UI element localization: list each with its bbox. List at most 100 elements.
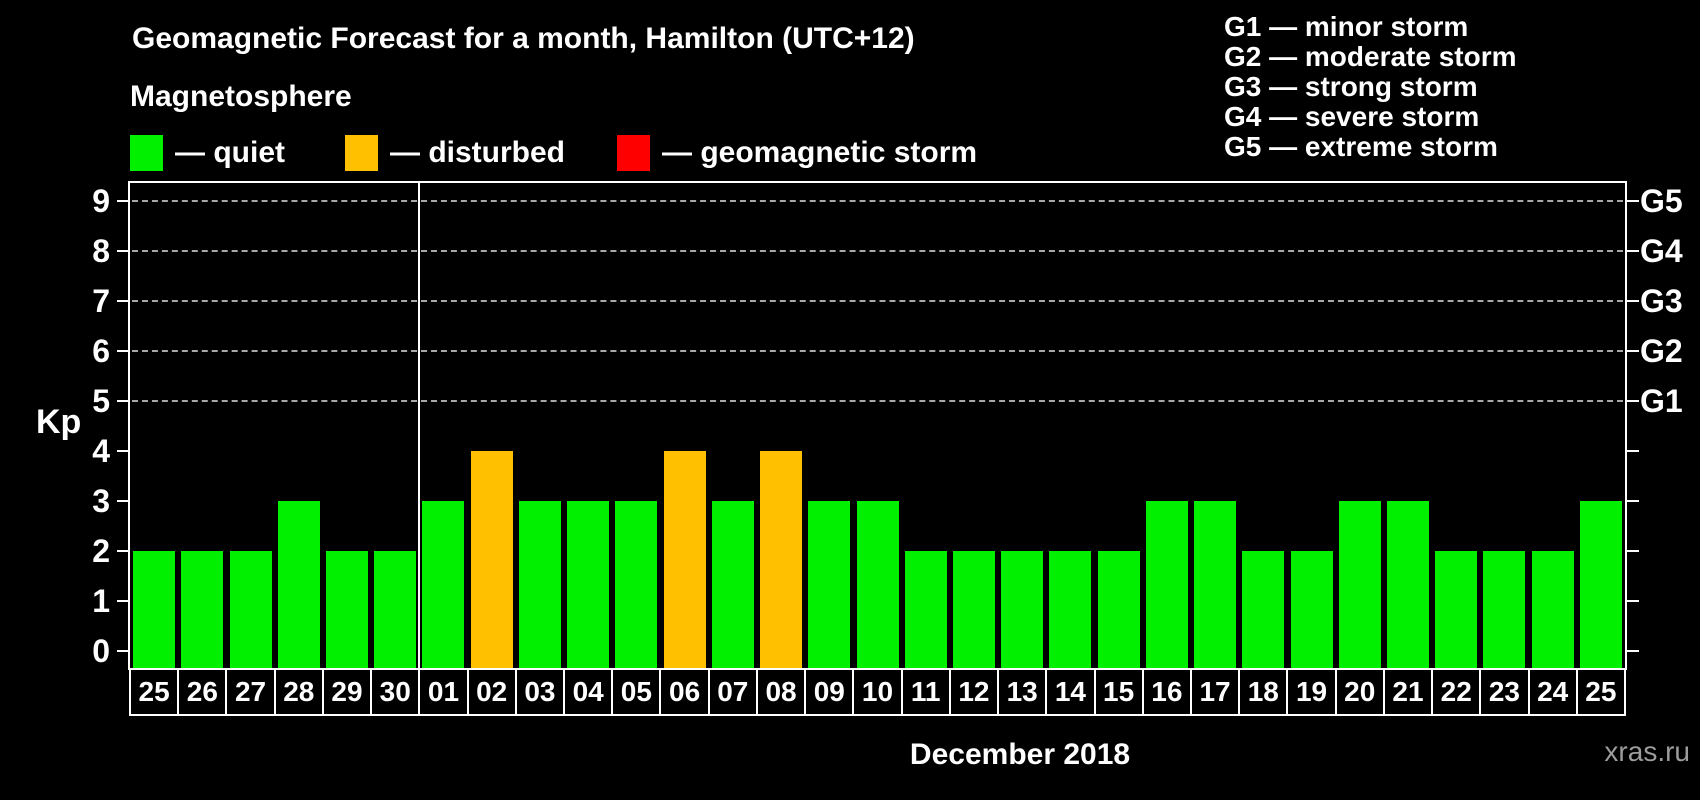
- y-axis-tick: [117, 350, 130, 352]
- day-label-16: 11: [900, 668, 951, 716]
- y-tick-label-7: 7: [92, 283, 110, 319]
- right-axis-tick: [1626, 500, 1639, 502]
- y-tick-label-1: 1: [92, 583, 110, 619]
- day-label-8: 03: [514, 668, 566, 716]
- g-legend-line-g2: G2 — moderate storm: [1224, 41, 1517, 72]
- y-axis-tick: [117, 250, 130, 252]
- kp-bar-day-22: [1435, 551, 1478, 668]
- g-scale-label-g4: G4: [1640, 233, 1683, 269]
- day-label-10: 05: [611, 668, 662, 716]
- g-legend-line-g4: G4 — severe storm: [1224, 101, 1480, 132]
- kp-bar-day-26: [181, 551, 224, 668]
- day-label-1: 26: [177, 668, 228, 716]
- day-label-25: 20: [1334, 668, 1385, 716]
- y-axis-tick: [117, 600, 130, 602]
- g-legend-line-g5: G5 — extreme storm: [1224, 131, 1498, 162]
- right-axis-tick: [1626, 250, 1639, 252]
- kp-bar-day-25: [133, 551, 176, 668]
- y-tick-label-8: 8: [92, 233, 110, 269]
- kp-bar-day-21: [1386, 501, 1429, 668]
- kp-bar-day-29: [326, 551, 369, 668]
- day-label-11: 06: [659, 668, 710, 716]
- kp-bar-day-13: [1001, 551, 1044, 668]
- kp-bar-day-28: [277, 501, 320, 668]
- kp-bar-day-01: [422, 501, 465, 668]
- day-label-0: 25: [129, 668, 180, 716]
- kp-bar-day-30: [374, 551, 417, 668]
- gridline-kp6: [132, 350, 1623, 352]
- kp-bar-day-09: [808, 501, 851, 668]
- day-label-26: 21: [1382, 668, 1434, 716]
- day-label-2: 27: [225, 668, 276, 716]
- kp-bar-day-11: [904, 551, 947, 668]
- magnetosphere-label: Magnetosphere: [130, 80, 352, 113]
- kp-bar-day-05: [615, 501, 658, 668]
- right-axis-tick: [1626, 550, 1639, 552]
- y-axis-tick: [117, 300, 130, 302]
- legend-label-storm: — geomagnetic storm: [662, 136, 978, 169]
- gridline-kp8: [132, 250, 1623, 252]
- kp-bar-day-12: [952, 551, 995, 668]
- y-axis-title: Kp: [36, 403, 82, 441]
- storm-color-swatch: [617, 135, 650, 171]
- day-label-28: 23: [1479, 668, 1530, 716]
- y-axis-tick: [117, 450, 130, 452]
- month-divider-line: [418, 183, 421, 668]
- gridline-kp7: [132, 300, 1623, 302]
- day-label-17: 12: [948, 668, 1000, 716]
- legend-label-quiet: — quiet: [175, 136, 285, 169]
- day-label-12: 07: [707, 668, 758, 716]
- y-axis-tick: [117, 400, 130, 402]
- kp-bar-day-07: [711, 501, 754, 668]
- y-axis-tick: [117, 200, 130, 202]
- kp-bar-day-08: [760, 451, 803, 668]
- day-label-29: 24: [1527, 668, 1578, 716]
- day-label-23: 18: [1238, 668, 1289, 716]
- g-scale-legend: G1 — minor storm G2 — moderate storm G3 …: [1224, 12, 1517, 162]
- day-label-24: 19: [1286, 668, 1337, 716]
- right-axis-tick: [1626, 600, 1639, 602]
- g-scale-label-g5: G5: [1640, 183, 1683, 219]
- day-label-3: 28: [273, 668, 324, 716]
- y-tick-label-0: 0: [92, 633, 110, 669]
- day-label-20: 15: [1093, 668, 1144, 716]
- day-label-4: 29: [321, 668, 373, 716]
- right-axis-tick: [1626, 450, 1639, 452]
- kp-bar-day-03: [518, 501, 561, 668]
- g-legend-line-g3: G3 — strong storm: [1224, 71, 1478, 102]
- kp-bar-day-16: [1145, 501, 1188, 668]
- day-label-18: 13: [997, 668, 1048, 716]
- kp-bar-day-02: [470, 451, 513, 668]
- y-tick-label-3: 3: [92, 483, 110, 519]
- gridline-kp5: [132, 400, 1623, 402]
- kp-bar-day-25: [1579, 501, 1622, 668]
- chart-title: Geomagnetic Forecast for a month, Hamilt…: [132, 22, 915, 55]
- y-tick-label-2: 2: [92, 533, 110, 569]
- day-label-22: 17: [1189, 668, 1241, 716]
- day-label-14: 09: [804, 668, 855, 716]
- kp-bar-day-19: [1290, 551, 1333, 668]
- legend-label-disturbed: — disturbed: [390, 136, 566, 169]
- legend-item-quiet: — quiet: [130, 135, 285, 171]
- kp-bar-day-14: [1049, 551, 1092, 668]
- day-label-7: 02: [466, 668, 517, 716]
- legend-item-disturbed: — disturbed: [345, 135, 565, 171]
- kp-bar-day-24: [1531, 551, 1574, 668]
- kp-bar-day-18: [1242, 551, 1285, 668]
- right-axis-tick: [1626, 650, 1639, 652]
- quiet-color-swatch: [130, 135, 163, 171]
- day-label-6: 01: [418, 668, 469, 716]
- day-label-30: 25: [1575, 668, 1626, 716]
- kp-bar-day-17: [1194, 501, 1237, 668]
- g-scale-label-g2: G2: [1640, 333, 1683, 369]
- y-tick-label-5: 5: [92, 383, 110, 419]
- y-axis-tick: [117, 500, 130, 502]
- kp-bar-day-15: [1097, 551, 1140, 668]
- x-axis-month-label: December 2018: [909, 738, 1131, 771]
- day-label-21: 16: [1141, 668, 1192, 716]
- day-label-27: 22: [1431, 668, 1482, 716]
- kp-bar-day-06: [663, 451, 706, 668]
- right-axis-tick: [1626, 350, 1639, 352]
- y-axis-tick: [117, 550, 130, 552]
